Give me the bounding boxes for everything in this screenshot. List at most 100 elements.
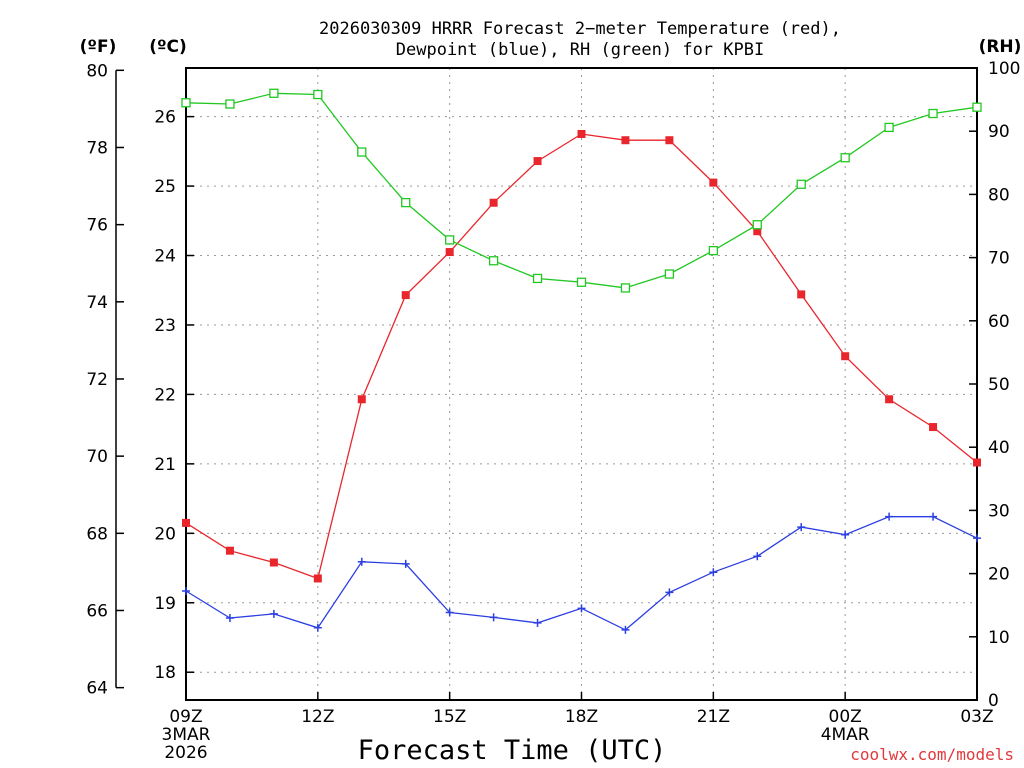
chart-title-line-2: Dewpoint (blue), RH (green) for KPBI	[396, 40, 764, 60]
x-tick-label-15Z: 15Z	[433, 707, 466, 727]
rh-tick-label-70: 70	[988, 249, 1010, 269]
rh-tick-label-40: 40	[988, 438, 1010, 458]
rh-tick-label-20: 20	[988, 565, 1010, 585]
rh-tick-label-100: 100	[988, 59, 1020, 79]
dewpoint-point-23	[797, 523, 806, 532]
celsius-tick-label-23: 23	[154, 316, 176, 336]
temperature-point-25	[885, 395, 894, 404]
x-tick-label-09Z: 09Z	[169, 707, 202, 727]
dewpoint-point-11	[269, 609, 278, 618]
fahrenheit-tick-label-74: 74	[86, 293, 108, 313]
rh-tick-label-50: 50	[988, 375, 1010, 395]
celsius-tick-label-25: 25	[154, 177, 176, 197]
temperature-point-9	[182, 518, 190, 527]
temperature-point-10	[225, 546, 234, 555]
rh-point-13	[357, 147, 367, 157]
rh-point-20	[664, 269, 675, 279]
x-tick-label-21Z: 21Z	[697, 707, 730, 727]
temperature-point-22	[753, 227, 762, 236]
temperature-point-27	[973, 458, 981, 467]
credit-link[interactable]: coolwx.com/models	[850, 745, 1014, 764]
temperature-point-11	[269, 558, 278, 567]
celsius-tick-label-26: 26	[154, 108, 176, 128]
dewpoint-point-24	[841, 530, 850, 539]
rh-point-10	[225, 99, 235, 109]
dewpoint-point-26	[929, 512, 938, 521]
celsius-unit-label: (ºC)	[149, 37, 187, 57]
x-tick-date-00Z: 4MAR	[821, 725, 870, 745]
celsius-tick-label-19: 19	[154, 594, 176, 614]
rh-tick-label-90: 90	[988, 122, 1010, 142]
rh-tick-label-0: 0	[988, 691, 999, 711]
data-series	[181, 88, 982, 634]
dewpoint-point-18	[577, 604, 586, 613]
rh-tick-label-10: 10	[988, 628, 1010, 648]
temperature-point-23	[797, 290, 806, 299]
series-temperature	[182, 129, 981, 583]
fahrenheit-tick-label-66: 66	[86, 601, 108, 621]
celsius-tick-label-24: 24	[154, 247, 176, 267]
fahrenheit-tick-label-76: 76	[86, 216, 108, 236]
dewpoint-point-13	[357, 557, 366, 566]
dewpoint-point-17	[533, 618, 542, 627]
dewpoint-point-22	[753, 552, 762, 561]
dewpoint-point-14	[401, 559, 410, 568]
rh-point-25	[884, 122, 894, 133]
celsius-tick-label-18: 18	[154, 663, 176, 683]
temperature-point-26	[929, 423, 938, 432]
dewpoint-point-15	[445, 608, 454, 617]
rh-point-12	[313, 89, 323, 100]
dewpoint-point-25	[885, 512, 894, 521]
rh-point-22	[752, 220, 762, 230]
dewpoint-point-10	[225, 614, 234, 623]
temperature-point-17	[533, 157, 542, 166]
fahrenheit-tick-label-72: 72	[86, 370, 108, 390]
x-axis-label: Forecast Time (UTC)	[358, 735, 667, 766]
rh-point-23	[796, 179, 806, 189]
rh-point-11	[269, 88, 279, 98]
temperature-point-16	[489, 198, 498, 207]
rh-point-16	[488, 256, 499, 266]
rh-point-19	[620, 283, 631, 293]
fahrenheit-tick-label-78: 78	[86, 138, 108, 158]
temperature-point-14	[401, 291, 410, 300]
rh-point-21	[708, 245, 718, 256]
x-tick-label-03Z: 03Z	[960, 707, 993, 727]
rh-point-27	[972, 102, 982, 112]
rh-tick-label-30: 30	[988, 501, 1010, 521]
fahrenheit-tick-label-70: 70	[86, 447, 108, 467]
rh-tick-label-80: 80	[988, 185, 1010, 205]
rh-point-17	[532, 273, 543, 284]
celsius-tick-label-22: 22	[154, 385, 176, 405]
series-rh	[181, 88, 982, 293]
fahrenheit-tick-label-68: 68	[86, 524, 108, 544]
x-tick-label-18Z: 18Z	[565, 707, 598, 727]
rh-point-14	[401, 197, 411, 208]
rh-unit-label: (RH)	[979, 37, 1022, 57]
temperature-point-18	[577, 129, 586, 138]
fahrenheit-tick-label-64: 64	[86, 679, 108, 699]
temperature-point-15	[445, 248, 454, 257]
axes: 64 66 68 70 72 74 76 78 80 18 19 20 21 22 23 24 25 26 0 10 2…	[86, 59, 1020, 763]
temperature-point-24	[841, 352, 850, 361]
temperature-point-20	[665, 136, 674, 145]
rh-point-26	[928, 108, 938, 119]
rh-point-9	[181, 98, 191, 108]
temperature-point-12	[313, 574, 322, 583]
dewpoint-point-20	[665, 588, 674, 597]
dewpoint-point-19	[621, 625, 630, 634]
rh-point-24	[840, 153, 850, 163]
dewpoint-point-16	[489, 613, 498, 622]
temperature-point-13	[357, 395, 366, 404]
celsius-tick-label-20: 20	[154, 524, 176, 544]
rh-point-18	[576, 277, 587, 287]
x-tick-date-09Z: 3MAR	[162, 725, 211, 745]
chart-title-line-1: 2026030309 HRRR Forecast 2−meter Tempera…	[319, 19, 841, 39]
series-dewpoint	[182, 512, 981, 634]
celsius-tick-label-21: 21	[154, 455, 176, 475]
temperature-point-19	[621, 136, 630, 145]
x-tick-label-12Z: 12Z	[301, 707, 334, 727]
dewpoint-point-27	[973, 534, 981, 543]
temperature-point-21	[709, 178, 718, 187]
